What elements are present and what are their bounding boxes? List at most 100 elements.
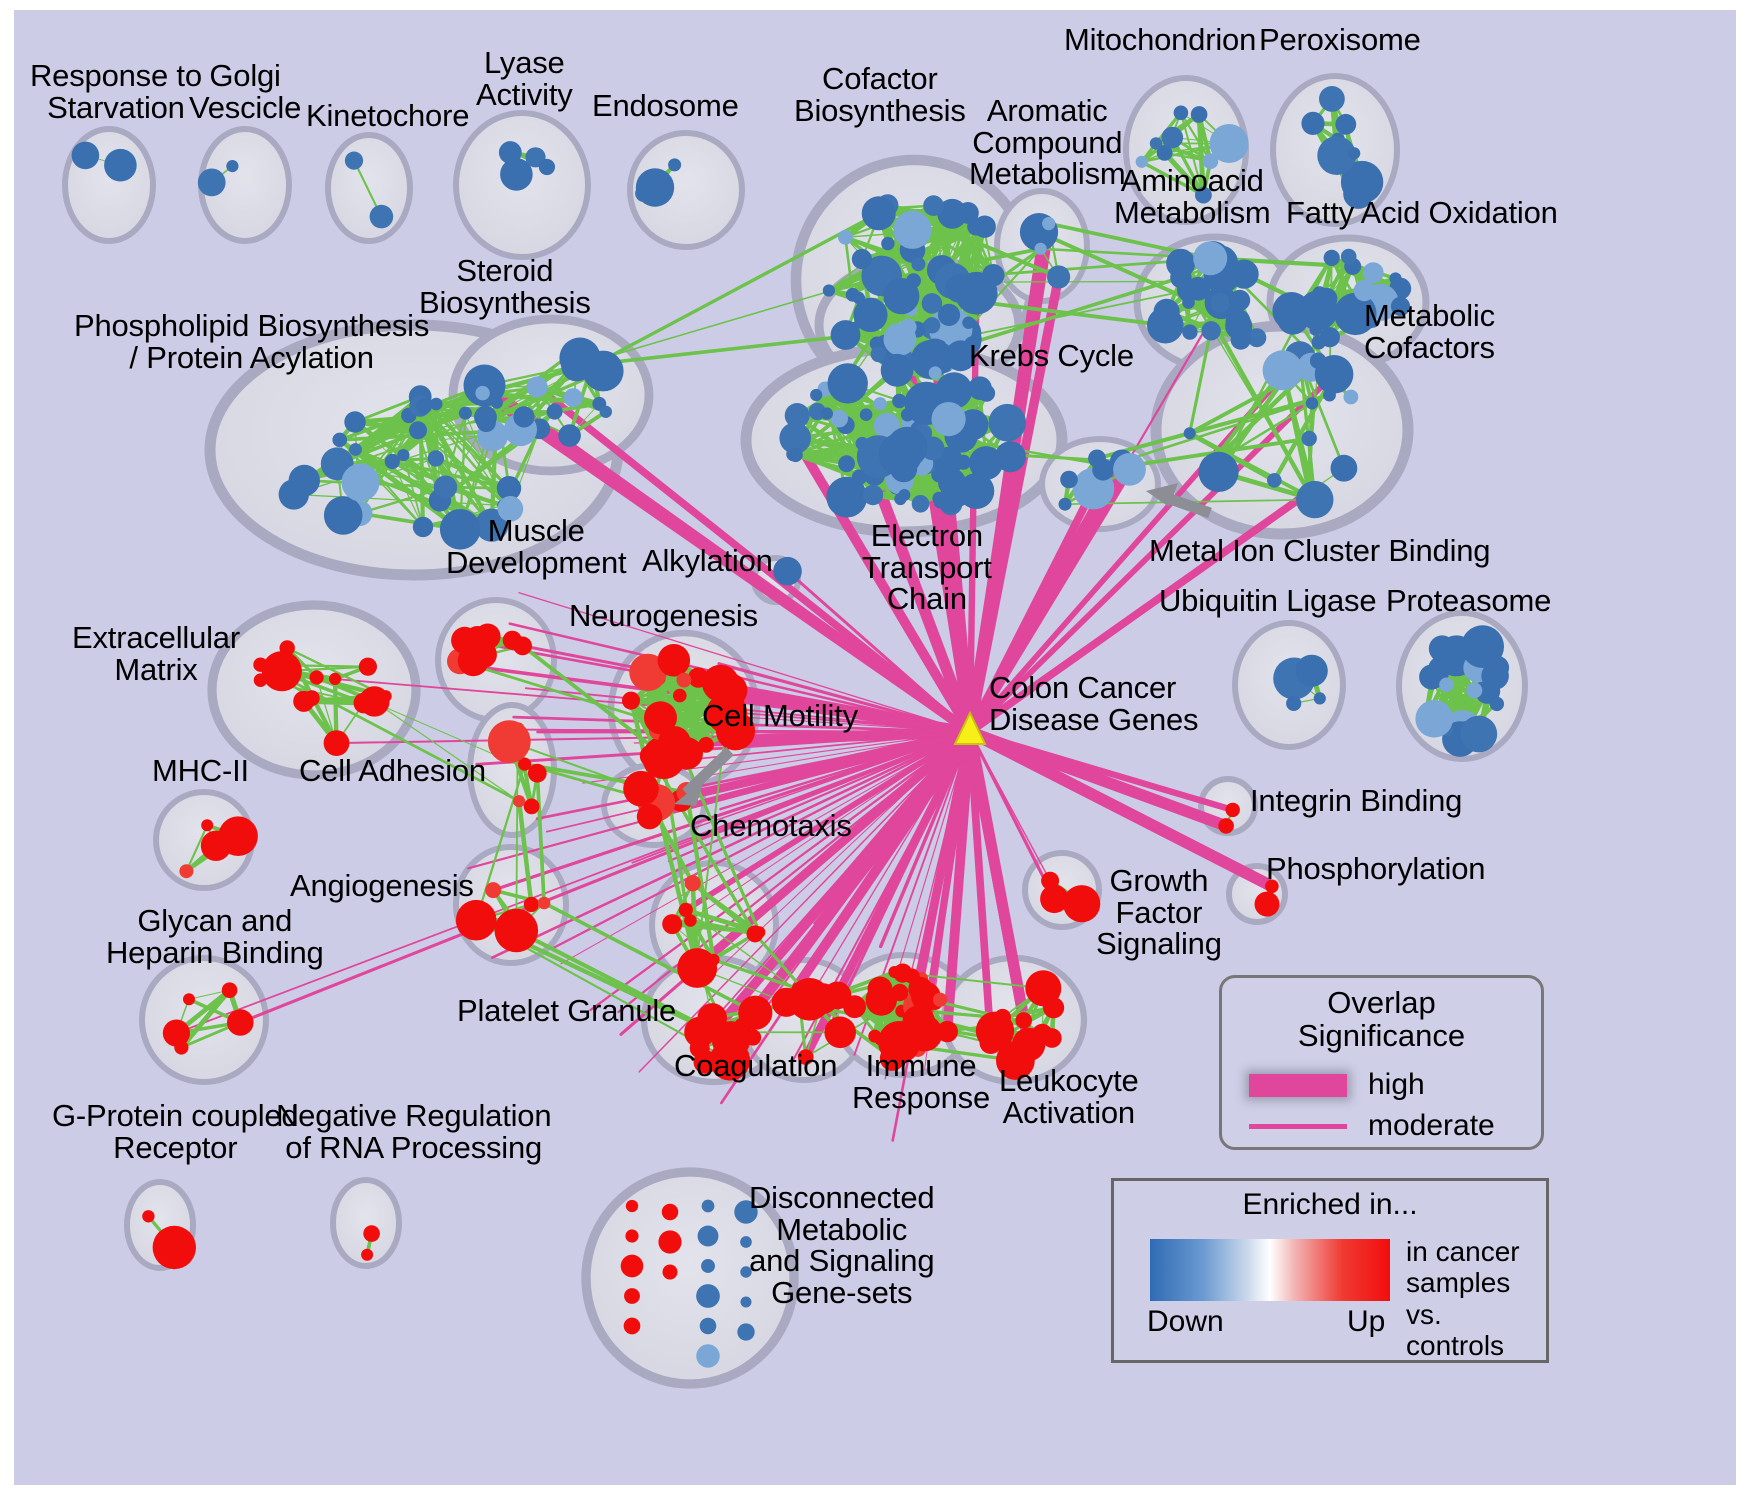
gene-set-node	[518, 757, 532, 771]
gene-set-node	[1489, 696, 1505, 712]
gene-set-node	[658, 726, 691, 759]
gene-set-node	[1272, 292, 1311, 331]
gene-set-node	[810, 388, 823, 402]
gene-set-node	[958, 473, 995, 509]
gene-set-node	[1254, 891, 1280, 917]
hub-overlap-edge	[315, 676, 971, 733]
gene-set-node	[200, 830, 232, 861]
overlap-edge	[354, 448, 424, 528]
gene-set-node	[526, 376, 548, 398]
gene-set-node	[977, 384, 996, 402]
gene-set-node	[1210, 293, 1231, 313]
gene-set-node	[894, 492, 907, 506]
enrichment-note: in cancer samples vs. controls	[1406, 1236, 1520, 1362]
gene-set-node	[1267, 473, 1282, 488]
overlap-edge	[1196, 111, 1206, 198]
cluster-halo-neg-reg-rna	[330, 1177, 402, 1269]
gene-set-node	[344, 151, 364, 170]
gene-set-node	[797, 1049, 814, 1065]
gene-set-node	[1296, 480, 1334, 519]
gene-set-node	[928, 366, 942, 380]
gene-set-node	[873, 397, 887, 411]
gene-set-node	[867, 976, 893, 1002]
hub-overlap-edge	[817, 731, 971, 986]
gene-set-node	[684, 914, 697, 927]
enrichment-up-label: Up	[1347, 1305, 1386, 1338]
gene-set-node	[458, 406, 472, 420]
gene-set-node	[872, 199, 892, 219]
gene-set-node	[883, 322, 917, 356]
gene-set-node	[1156, 145, 1173, 161]
hub-overlap-edge	[638, 731, 971, 1073]
overlap-edge	[1207, 368, 1285, 468]
cluster-label-mhc-ii: MHC-II	[152, 753, 249, 788]
gene-set-node	[500, 158, 533, 191]
gene-set-node	[1466, 682, 1483, 699]
cluster-label-platelet-granule: Platelet Granule	[457, 993, 677, 1028]
gene-set-node	[625, 1229, 639, 1243]
cluster-label-leukocyte-activation: Leukocyte Activation	[999, 1063, 1139, 1130]
overlap-edge	[1187, 431, 1317, 502]
gene-set-node	[636, 804, 663, 830]
hub-overlap-edge	[878, 730, 972, 949]
cluster-label-mitochondrion: Mitochondrion	[1064, 22, 1257, 57]
gene-set-node	[678, 950, 714, 986]
gene-set-node	[349, 443, 362, 456]
hub-overlap-edge	[694, 731, 971, 829]
inter-cluster-edge	[711, 958, 800, 991]
gene-set-node	[830, 320, 861, 350]
gene-set-node	[1047, 265, 1071, 289]
gene-set-node	[475, 508, 509, 542]
gene-set-node	[911, 495, 930, 513]
gene-set-node	[878, 432, 922, 477]
gene-set-node	[1147, 306, 1184, 344]
colon-cancer-hub-node[interactable]	[953, 710, 987, 745]
gene-set-node	[1202, 459, 1216, 473]
gene-set-node	[870, 346, 887, 363]
gene-set-node	[851, 249, 873, 270]
cluster-halo-extracellular-matrix	[207, 600, 421, 780]
gene-set-node	[505, 909, 527, 931]
gene-set-node	[1362, 262, 1384, 283]
inter-cluster-edge	[520, 644, 671, 762]
gene-set-node	[696, 1344, 720, 1368]
gene-set-node	[883, 278, 920, 315]
hub-overlap-edge	[720, 730, 972, 1105]
gene-set-node	[1340, 248, 1357, 265]
gene-set-node	[197, 168, 226, 197]
gene-set-node	[1348, 147, 1361, 160]
gene-set-node	[1415, 700, 1453, 738]
gene-set-node	[660, 751, 678, 768]
cluster-label-fatty-acid-oxidation: Fatty Acid Oxidation	[1286, 195, 1558, 230]
gene-set-node	[1225, 802, 1240, 818]
hub-overlap-edge	[744, 686, 971, 733]
gene-set-node	[527, 763, 547, 783]
gene-set-node	[1229, 259, 1259, 289]
hub-overlap-edge	[946, 731, 971, 1010]
gene-set-node	[673, 688, 687, 703]
gene-set-node	[967, 217, 986, 236]
gene-set-node	[945, 340, 976, 372]
hub-overlap-edge	[678, 731, 971, 929]
gene-set-node	[662, 1264, 678, 1280]
inter-cluster-edge	[684, 790, 716, 962]
gene-set-node	[635, 168, 675, 207]
gene-set-node	[892, 393, 907, 409]
overlap-edge	[353, 395, 422, 424]
gene-set-node	[1334, 292, 1377, 336]
gene-set-node	[893, 963, 913, 983]
gene-set-node	[463, 364, 506, 407]
gene-set-node	[1034, 242, 1047, 255]
cluster-label-chemotaxis: Chemotaxis	[690, 808, 852, 843]
gene-set-node	[1190, 106, 1208, 123]
gene-set-node	[1305, 397, 1319, 410]
gene-set-node	[496, 476, 522, 501]
gene-set-node	[152, 1225, 196, 1270]
cluster-label-disconnected: Disconnected Metabolic and Signaling Gen…	[749, 1180, 935, 1310]
overlap-edge	[1179, 111, 1212, 163]
hub-overlap-edge	[717, 662, 972, 734]
overlap-high-swatch	[1249, 1074, 1347, 1097]
gene-set-node	[253, 673, 268, 687]
arrow-pointing-to-metal-ion-cluster-binding	[1146, 483, 1212, 519]
